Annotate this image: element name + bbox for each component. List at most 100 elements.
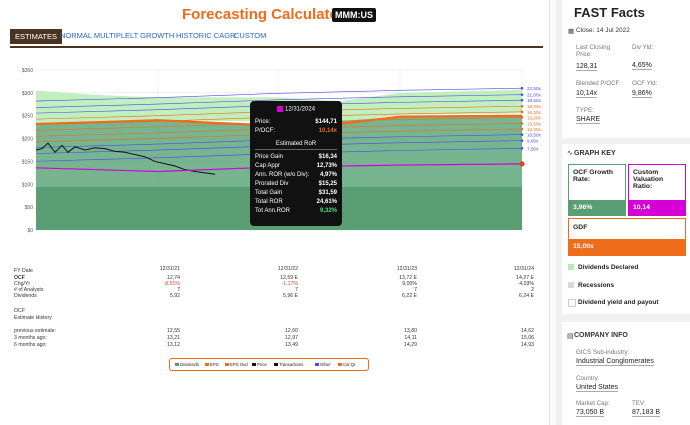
multiple-point [520, 139, 524, 142]
legend-label: EPS [210, 362, 219, 367]
table-cell: 15,06 [521, 335, 534, 341]
legend-label: Transactions [279, 362, 304, 367]
graph-key-card: ∿ GRAPH KEY OCF Growth Rate: 3,96% Custo… [562, 144, 690, 314]
legend-item[interactable]: Transactions [274, 362, 303, 367]
tooltip-divider [255, 149, 337, 150]
tab-bar: ESTIMATES NORMAL MULTIPLE LT GROWTH HIST… [10, 29, 543, 48]
dividends-swatch [568, 264, 574, 270]
y-tick-label: $0 [27, 228, 33, 234]
tooltip-row-label: Cap Appr [255, 163, 281, 169]
chart-legend: Dividends EPS EPS Ovd Price Transactions… [169, 358, 369, 371]
company-info-title: COMPANY INFO [574, 332, 628, 339]
tab-lt-growth[interactable]: LT GROWTH [130, 31, 175, 40]
tooltip-row-value: $16,34 [318, 154, 337, 160]
key-dividends[interactable]: Dividends Declared [568, 264, 639, 271]
selected-point[interactable] [519, 161, 525, 167]
last-close-value: 128,31 [576, 63, 598, 71]
key-recessions[interactable]: Recessions [568, 282, 615, 289]
gdf-value: 15,00x [569, 239, 685, 255]
multiple-label: 18,00x [527, 104, 541, 109]
tev-value: 87,183 B [632, 409, 661, 417]
multiple-point [520, 116, 524, 119]
table-cell: 12,59 E [280, 275, 298, 281]
market-cap-label: Market Cap: [576, 400, 610, 407]
legend-item[interactable]: Cal Qt [338, 362, 355, 367]
fy-date-label: FY Date [14, 268, 33, 274]
ocf-yld-label: OCF Yld: [632, 80, 658, 87]
table-cell: 14,29 [404, 342, 417, 348]
table-cell: 12,97 [285, 335, 298, 341]
multiple-label: 22,50x [527, 86, 541, 91]
tooltip-row-value: $15,25 [318, 181, 337, 187]
tev-label: TEV: [632, 400, 646, 407]
multiple-label: 15,00x [527, 115, 541, 120]
multiple-point [520, 86, 524, 90]
data-tooltip: 12/31/2024 Price: $144,71 P/OCF: 10,14x Es… [250, 101, 342, 226]
fy-date-1: 12/31/21 [159, 266, 180, 272]
table-cell: 13,12 [167, 342, 180, 348]
tab-custom[interactable]: CUSTOM [234, 31, 267, 40]
key-yield-payout[interactable]: Dividend yield and payout [568, 299, 659, 307]
multiple-point [520, 122, 524, 125]
table-row-label: Dividends [14, 293, 37, 299]
tooltip-header: 12/31/2024 [277, 106, 315, 113]
legend-swatch [225, 363, 229, 367]
multiple-line [35, 94, 523, 108]
legend-label: Cal Qt [343, 362, 356, 367]
tooltip-pocf-label: P/OCF: [255, 128, 276, 134]
table-cell: 12,60 [285, 328, 298, 334]
tooltip-row-label: Price Gain [255, 154, 284, 160]
table-cell: 5,92 [169, 293, 180, 299]
legend-item[interactable]: EPS Ovd [225, 362, 248, 367]
table-cell: -8,61% [163, 281, 180, 287]
gics-label: GICS Sub-industry: [576, 349, 630, 356]
table-cell: 7 [295, 287, 298, 293]
tooltip-price-label: Price: [255, 119, 271, 125]
legend-swatch [315, 363, 319, 367]
key-yield-payout-label: Dividend yield and payout [578, 299, 659, 306]
forecasting-panel: Forecasting Calculators MMM:US ESTIMATES… [10, 6, 543, 371]
table-row-label: 6 months ago: [14, 342, 47, 348]
tooltip-row-value: 12,73% [316, 163, 337, 169]
legend-swatch [274, 363, 278, 367]
custom-color-swatch [277, 106, 283, 112]
table-cell: 9,00% [402, 281, 417, 287]
graph-key-title: GRAPH KEY [574, 150, 616, 157]
multiple-point [520, 110, 524, 114]
ocf-growth-box[interactable]: OCF Growth Rate: 3,96% [568, 164, 626, 216]
tooltip-row-value: 24,61% [316, 199, 337, 205]
legend-swatch [205, 363, 209, 367]
key-recessions-label: Recessions [578, 282, 615, 289]
price-line [35, 142, 216, 175]
y-tick-label: $300 [22, 91, 33, 97]
table-cell: 4,03% [519, 281, 534, 287]
legend-item[interactable]: Dividends [175, 362, 199, 367]
multiple-point [520, 133, 524, 136]
multiple-label: 7,50x [527, 146, 539, 151]
ocf-growth-label: OCF Growth Rate: [573, 169, 614, 183]
close-date: Close: 14 Jul 2022 [576, 27, 630, 34]
fast-facts-card: FAST Facts ▦ Close: 14 Jul 2022 Last Clo… [562, 0, 690, 138]
legend-item[interactable]: Price [252, 362, 267, 367]
table-cell: 7 [414, 287, 417, 293]
legend-label: EPS Ovd [230, 362, 248, 367]
tab-historic-cagr[interactable]: HISTORIC CAGR [176, 31, 236, 40]
multiple-point [520, 127, 524, 131]
legend-item[interactable]: Other [315, 362, 331, 367]
table-row-label: previous estimate: [14, 328, 57, 334]
ocf-history-label: OCF [14, 308, 25, 314]
tab-normal-multiple[interactable]: NORMAL MULTIPLE [60, 31, 131, 40]
y-tick-label: $150 [22, 159, 33, 165]
key-dividends-label: Dividends Declared [578, 264, 639, 271]
tab-estimates[interactable]: ESTIMATES [10, 29, 62, 44]
custom-valuation-box[interactable]: Custom Valuation Ratio: 10,14 [628, 164, 686, 216]
legend-swatch [338, 363, 342, 367]
table-cell: 13,21 [167, 335, 180, 341]
tooltip-date: 12/31/2024 [285, 106, 316, 113]
tooltip-row-label: Total Gain [255, 190, 283, 196]
gdf-box[interactable]: GDF 15,00x [568, 218, 686, 256]
table-cell: 13,72 E [399, 275, 417, 281]
legend-item[interactable]: EPS [205, 362, 219, 367]
tooltip-row-label: Prorated Div [255, 181, 289, 187]
y-tick-label: $350 [22, 68, 33, 74]
